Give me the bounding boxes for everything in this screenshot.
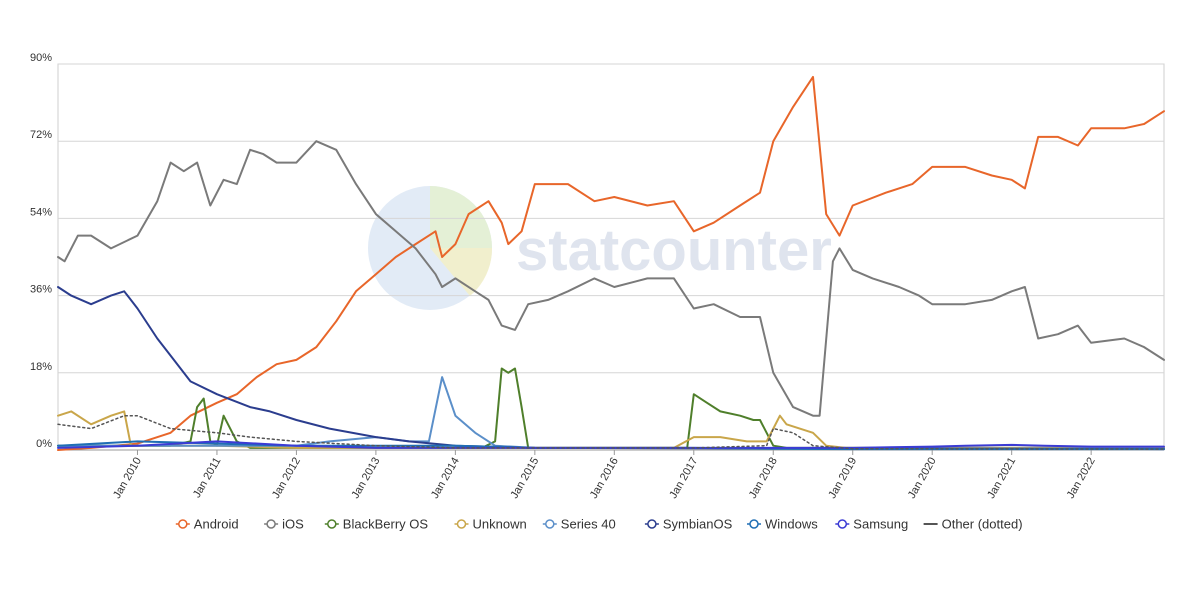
legend-label: Other (dotted) <box>942 517 1023 532</box>
watermark-text: statcounter <box>516 218 832 283</box>
legend-item-other-dotted[interactable]: Other (dotted) <box>923 517 1023 532</box>
watermark-logo-wedge-2 <box>430 248 493 296</box>
series-group <box>57 75 1165 451</box>
legend-marker <box>266 519 276 529</box>
x-tick-label: Jan 2017 <box>667 456 700 501</box>
legend-label: Windows <box>765 517 818 532</box>
series-line-android <box>57 75 1165 451</box>
legend-marker <box>749 519 759 529</box>
x-tick-label: Jan 2012 <box>270 456 303 501</box>
legend-label: SymbianOS <box>663 517 733 532</box>
legend-item-series-40[interactable]: Series 40 <box>542 517 616 532</box>
series-line-series-40 <box>57 376 1165 450</box>
series-line-symbianos <box>57 286 1165 451</box>
x-tick-label: Jan 2019 <box>826 456 859 501</box>
series-line-samsung <box>57 440 1165 449</box>
x-tick-label: Jan 2015 <box>508 456 541 501</box>
legend-item-blackberry-os[interactable]: BlackBerry OS <box>324 517 429 532</box>
legend-label: Samsung <box>853 517 908 532</box>
y-tick-label: 54% <box>30 206 52 218</box>
legend-item-windows[interactable]: Windows <box>747 517 818 532</box>
legend-item-android[interactable]: Android <box>175 517 239 532</box>
x-tick-label: Jan 2021 <box>985 456 1018 501</box>
legend-label: BlackBerry OS <box>343 517 429 532</box>
y-tick-label: 36% <box>30 284 52 296</box>
x-tick-label: Jan 2018 <box>747 456 780 501</box>
y-tick-label: 0% <box>36 438 52 450</box>
statcounter-watermark: statcounter <box>368 186 832 310</box>
legend-marker <box>837 519 848 529</box>
legend-item-ios[interactable]: iOS <box>264 517 304 532</box>
series-line-other-dotted <box>57 414 1165 450</box>
legend-item-samsung[interactable]: Samsung <box>835 517 908 532</box>
x-tick-label: Jan 2014 <box>429 456 462 501</box>
x-tick-label: Jan 2013 <box>349 456 382 501</box>
legend-marker <box>545 519 555 529</box>
y-tick-label: 18% <box>30 361 52 373</box>
legend-marker <box>456 519 467 529</box>
x-tick-label: Jan 2022 <box>1065 456 1098 501</box>
legend-label: Android <box>194 517 239 532</box>
series-line-ios <box>57 140 1165 417</box>
x-tick-label: Jan 2016 <box>588 456 621 501</box>
legend-marker <box>327 519 337 529</box>
legend-label: iOS <box>282 517 304 532</box>
x-tick-label: Jan 2011 <box>191 456 224 500</box>
legend-marker <box>178 519 188 529</box>
legend-item-unknown[interactable]: Unknown <box>454 517 527 532</box>
y-tick-label: 72% <box>30 129 52 141</box>
x-tick-label: Jan 2020 <box>906 456 939 501</box>
series-line-unknown <box>57 410 1165 449</box>
legend-label: Unknown <box>473 517 527 532</box>
series-line-blackberry-os <box>57 367 1165 449</box>
legend: Android iOS BlackBerry OS Unknown Series 40 S… <box>175 517 1023 532</box>
legend-item-symbianos[interactable]: SymbianOS <box>644 517 733 532</box>
y-tick-label: 90% <box>30 52 52 64</box>
watermark-logo-wedge <box>430 186 492 248</box>
x-tick-label: Jan 2010 <box>111 456 144 501</box>
legend-label: Series 40 <box>561 517 616 532</box>
legend-marker <box>647 519 657 529</box>
